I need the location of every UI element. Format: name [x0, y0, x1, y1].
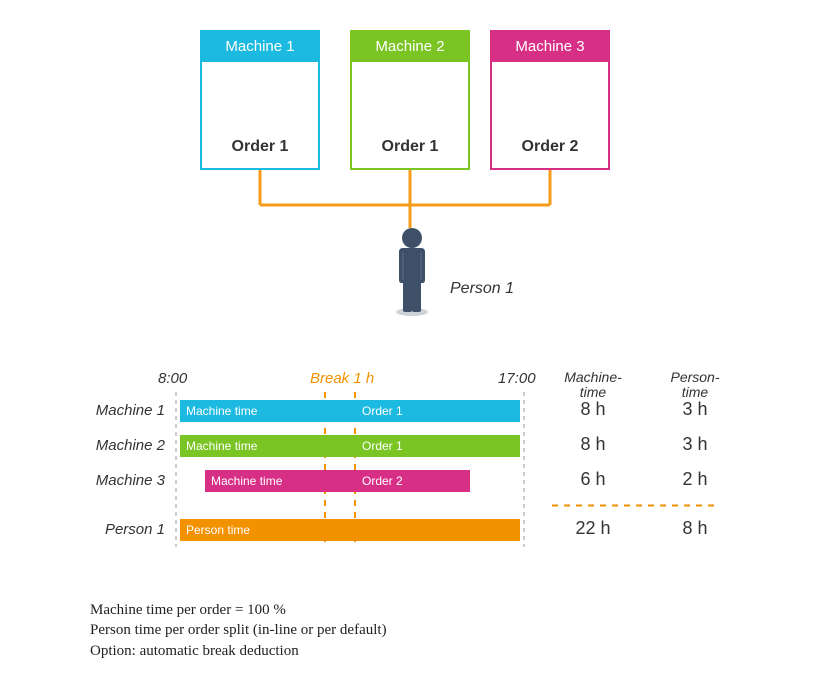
timeline-end-label: 17:00 — [498, 370, 536, 387]
bar-order: Order 1 — [362, 400, 403, 422]
timeline-bar: Machine time Order 1 — [180, 435, 520, 457]
person-label: Person 1 — [450, 280, 514, 298]
timeline-bar: Machine time Order 2 — [205, 470, 470, 492]
person-time-value: 3 h — [665, 434, 725, 455]
machine-title: Machine 2 — [352, 32, 468, 62]
row-label: Machine 1 — [85, 402, 165, 419]
machine-title: Machine 1 — [202, 32, 318, 62]
col-head-machine-time: Machine-time — [553, 370, 633, 401]
row-label: Person 1 — [85, 521, 165, 538]
bar-text: Machine time — [186, 435, 257, 457]
machine-time-value: 8 h — [563, 399, 623, 420]
person-time-value: 2 h — [665, 469, 725, 490]
break-label: Break 1 h — [310, 370, 374, 387]
machine-box-1: Machine 1 Order 1 — [200, 30, 320, 170]
machine-title: Machine 3 — [492, 32, 608, 62]
row-label: Machine 2 — [85, 437, 165, 454]
bar-order: Order 2 — [362, 470, 403, 492]
machine-order-label: Order 1 — [352, 138, 468, 156]
row-label: Machine 3 — [85, 472, 165, 489]
machine-time-value: 22 h — [563, 518, 623, 539]
bar-text: Person time — [186, 519, 250, 541]
person-icon — [396, 228, 428, 316]
person-time-value: 3 h — [665, 399, 725, 420]
machine-order-label: Order 1 — [202, 138, 318, 156]
bar-text: Machine time — [211, 470, 282, 492]
machine-time-value: 8 h — [563, 434, 623, 455]
timeline-start-label: 8:00 — [158, 370, 187, 387]
notes: Machine time per order = 100 %Person tim… — [90, 600, 387, 661]
machine-box-2: Machine 2 Order 1 — [350, 30, 470, 170]
timeline-bar: Machine time Order 1 — [180, 400, 520, 422]
person-time-value: 8 h — [665, 518, 725, 539]
machine-box-3: Machine 3 Order 2 — [490, 30, 610, 170]
bar-text: Machine time — [186, 400, 257, 422]
machine-order-label: Order 2 — [492, 138, 608, 156]
col-head-person-time: Person-time — [655, 370, 735, 401]
machine-time-value: 6 h — [563, 469, 623, 490]
bar-order: Order 1 — [362, 435, 403, 457]
diagram-canvas: Machine 1Order 1Machine 2Order 1Machine … — [0, 0, 840, 700]
timeline-bar: Person time — [180, 519, 520, 541]
